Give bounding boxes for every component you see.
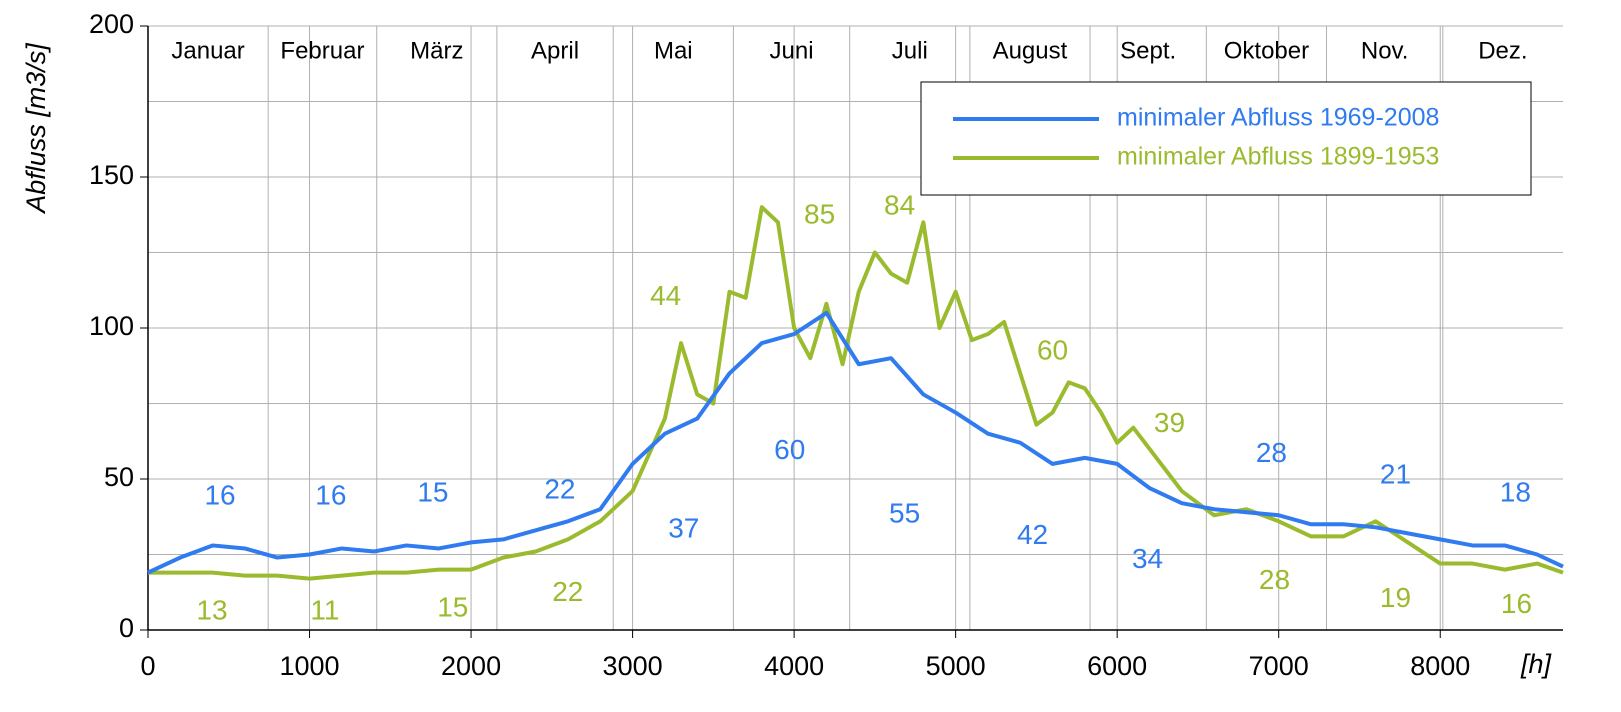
x-tick-label: 7000 xyxy=(1249,651,1309,681)
month-label: Nov. xyxy=(1361,37,1409,64)
legend-label: minimaler Abfluss 1969-2008 xyxy=(1117,104,1439,132)
data-label: 21 xyxy=(1380,458,1411,489)
y-tick-label: 50 xyxy=(104,462,134,492)
data-label: 60 xyxy=(774,434,805,465)
month-label: Juni xyxy=(770,37,814,64)
data-label: 16 xyxy=(315,480,346,511)
y-tick-label: 100 xyxy=(89,311,134,341)
data-label: 85 xyxy=(804,199,835,230)
data-label: 11 xyxy=(310,594,339,625)
month-label: Oktober xyxy=(1224,37,1309,64)
data-label: 15 xyxy=(417,476,448,507)
y-tick-label: 0 xyxy=(119,613,134,643)
data-label: 15 xyxy=(437,591,468,622)
data-label: 55 xyxy=(889,498,920,529)
x-tick-label: 2000 xyxy=(441,651,501,681)
data-label: 60 xyxy=(1037,335,1068,366)
month-label: Dez. xyxy=(1478,37,1527,64)
x-tick-label: 3000 xyxy=(603,651,663,681)
x-tick-label: 0 xyxy=(140,651,155,681)
month-label: April xyxy=(531,37,579,64)
legend-box xyxy=(920,81,1532,196)
x-tick-label: 8000 xyxy=(1410,651,1470,681)
x-tick-label: 1000 xyxy=(279,651,339,681)
month-label: Mai xyxy=(654,37,693,64)
x-axis-label: [h] xyxy=(1520,649,1553,679)
month-label: August xyxy=(993,37,1068,64)
data-label: 44 xyxy=(650,280,681,311)
data-label: 22 xyxy=(544,473,575,504)
data-label: 28 xyxy=(1259,564,1290,595)
data-label: 84 xyxy=(884,190,915,221)
series-line xyxy=(148,205,1564,581)
data-label: 37 xyxy=(668,513,699,544)
x-tick-label: 4000 xyxy=(764,651,824,681)
data-label: 19 xyxy=(1380,582,1411,613)
legend-label: minimaler Abfluss 1899-1953 xyxy=(1117,143,1439,171)
series-line xyxy=(147,310,1564,575)
month-label: März xyxy=(410,37,463,64)
data-label: 42 xyxy=(1017,519,1048,550)
x-tick-label: 5000 xyxy=(926,651,986,681)
data-label: 18 xyxy=(1500,476,1531,507)
y-tick-label: 150 xyxy=(89,160,134,190)
data-label: 34 xyxy=(1132,543,1163,574)
data-label: 16 xyxy=(204,480,235,511)
data-label: 13 xyxy=(196,594,227,625)
data-label: 22 xyxy=(552,576,583,607)
data-label: 39 xyxy=(1154,407,1185,438)
y-tick-label: 200 xyxy=(89,9,134,39)
y-axis-label: Abfluss [m3/s] xyxy=(21,42,51,215)
month-label: Juli xyxy=(892,37,928,64)
month-label: Januar xyxy=(171,37,244,64)
data-label: 28 xyxy=(1256,437,1287,468)
x-tick-label: 6000 xyxy=(1087,651,1147,681)
month-label: Sept. xyxy=(1120,37,1176,64)
data-label: 16 xyxy=(1501,588,1532,619)
month-label: Februar xyxy=(280,37,364,64)
